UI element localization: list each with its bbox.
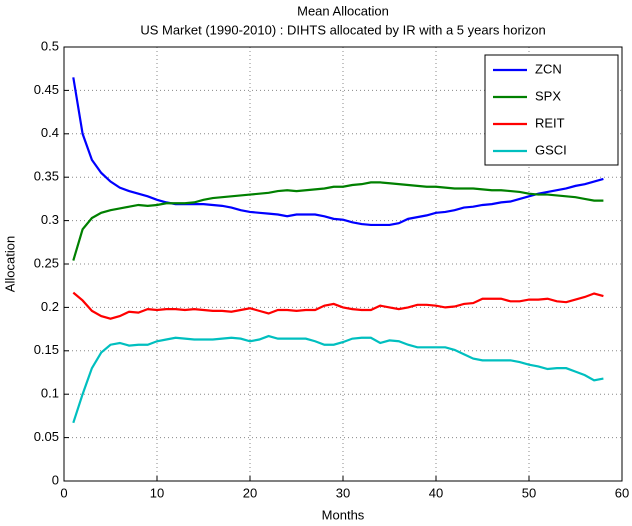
y-tick-label: 0.45 [34, 82, 59, 97]
legend-box [484, 54, 619, 166]
y-tick-label: 0.5 [41, 38, 59, 53]
x-axis-label: Months [322, 507, 365, 522]
y-tick-label: 0.35 [34, 169, 59, 184]
x-tick-label: 0 [60, 485, 67, 500]
x-tick-label: 60 [615, 485, 629, 500]
y-tick-label: 0.3 [41, 212, 59, 227]
x-tick-label: 10 [150, 485, 164, 500]
chart-title: Mean Allocation [297, 3, 389, 18]
x-tick-label: 50 [522, 485, 536, 500]
y-tick-label: 0.1 [41, 386, 59, 401]
series-line [72, 291, 604, 320]
legend-label: REIT [535, 115, 565, 130]
series-line [72, 181, 604, 261]
legend-label: GSCI [535, 142, 567, 157]
series-line [72, 77, 604, 227]
y-tick-label: 0 [52, 472, 59, 487]
y-tick-label: 0.2 [41, 299, 59, 314]
x-tick-label: 40 [429, 485, 443, 500]
chart-subtitle: US Market (1990-2010) : DIHTS allocated … [140, 22, 545, 37]
y-tick-label: 0.25 [34, 255, 59, 270]
series-line [72, 334, 604, 424]
axes-box [63, 46, 623, 482]
legend-label: SPX [535, 88, 561, 103]
y-axis-label: Allocation [2, 236, 17, 292]
x-tick-label: 30 [336, 485, 350, 500]
legend-label: ZCN [535, 61, 562, 76]
y-tick-label: 0.4 [41, 125, 59, 140]
x-tick-label: 20 [243, 485, 257, 500]
y-tick-label: 0.15 [34, 342, 59, 357]
y-tick-label: 0.05 [34, 429, 59, 444]
